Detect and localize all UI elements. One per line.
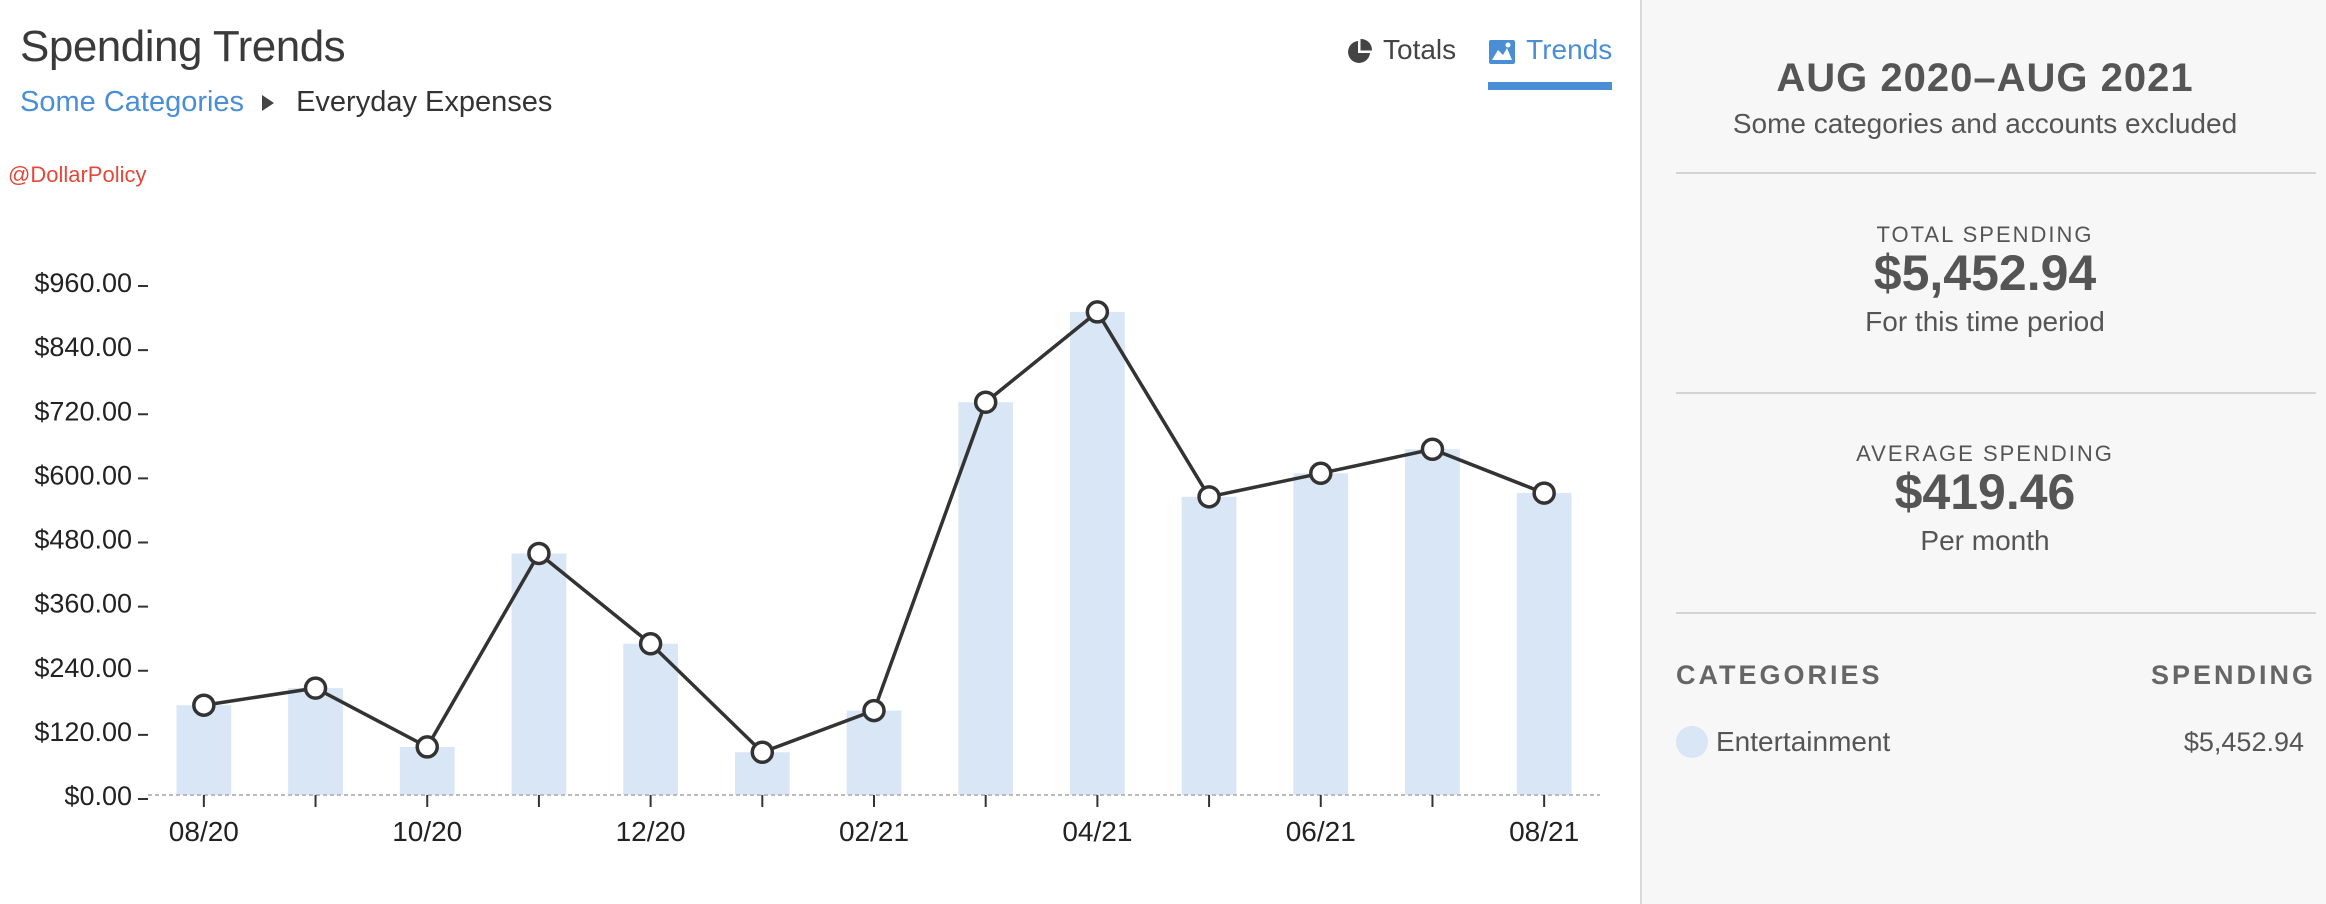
y-tick-label: $840.00 — [34, 332, 132, 362]
data-point — [192, 693, 216, 717]
data-point — [1532, 481, 1556, 505]
tab-totals-label: Totals — [1383, 34, 1457, 65]
bar — [1293, 473, 1349, 795]
data-point — [973, 390, 998, 414]
data-point — [415, 735, 439, 759]
y-tick-label: $360.00 — [34, 589, 132, 619]
divider — [1676, 612, 2316, 614]
y-tick-label: $0.00 — [64, 781, 132, 811]
bar — [1405, 449, 1460, 795]
y-tick-label: $720.00 — [34, 396, 132, 426]
bar — [958, 402, 1014, 795]
x-tick-label: 12/20 — [616, 816, 686, 847]
breadcrumb-arrow-icon — [262, 94, 275, 111]
y-tick-label: $240.00 — [34, 653, 132, 683]
bar — [1181, 496, 1237, 795]
x-tick-label: 06/21 — [1286, 816, 1356, 847]
spending-trend-chart: $0.00 $120.00 $240.00 $360.00 $480.00 $600.00… — [34, 268, 1600, 847]
total-spending-value: $5,452.94 — [1873, 245, 2097, 301]
average-spending-value: $419.46 — [1894, 464, 2076, 520]
tab-trends[interactable]: Trends — [1488, 30, 1613, 90]
tab-trends-label: Trends — [1526, 34, 1613, 65]
y-tick-label: $960.00 — [34, 268, 132, 298]
data-point — [303, 676, 328, 700]
y-tick-label: $600.00 — [34, 460, 132, 490]
bar — [288, 688, 343, 795]
summary-sidebar: AUG 2020–AUG 2021 Some categories and ac… — [1640, 0, 2326, 904]
category-row[interactable]: Entertainment $5,452.94 — [1676, 722, 2316, 762]
data-point — [638, 632, 663, 656]
x-tick-label: 08/20 — [169, 816, 239, 847]
breadcrumb: Some Categories Everyday Expenses — [20, 86, 552, 119]
pie-chart-icon — [1345, 38, 1373, 66]
bar — [1516, 493, 1572, 795]
total-spending-label: TOTAL SPENDING — [1876, 222, 2094, 247]
categories-column-header: CATEGORIES — [1676, 660, 1883, 690]
area-chart-icon — [1488, 38, 1516, 66]
average-spending-note: Per month — [1920, 525, 2050, 556]
bar — [511, 553, 567, 795]
y-axis: $0.00 $120.00 $240.00 $360.00 $480.00 $600.00… — [34, 268, 148, 811]
chart-panel: Spending Trends Some Categories Everyday… — [8, 22, 1613, 847]
x-axis: 08/20 10/20 12/20 02/21 04/21 06/21 08/21 — [148, 794, 1600, 847]
breadcrumb-current: Everyday Expenses — [296, 86, 553, 118]
spending-column-header: SPENDING — [2150, 660, 2316, 690]
x-tick-label: 10/20 — [392, 816, 462, 847]
data-point — [1197, 485, 1221, 509]
data-point — [1420, 437, 1445, 462]
average-spending-label: AVERAGE SPENDING — [1856, 441, 2114, 466]
divider — [1676, 172, 2316, 174]
data-point — [1309, 461, 1333, 486]
category-name: Entertainment — [1716, 726, 1891, 757]
data-point — [1085, 300, 1110, 324]
y-tick-label: $120.00 — [34, 717, 132, 747]
date-range-title: AUG 2020–AUG 2021 — [1776, 56, 2194, 100]
category-color-dot — [1676, 726, 1708, 758]
bar-series — [176, 311, 1572, 795]
breadcrumb-link-some-categories[interactable]: Some Categories — [20, 86, 245, 118]
data-point — [750, 740, 775, 764]
tab-totals[interactable]: Totals — [1345, 30, 1456, 90]
total-spending-note: For this time period — [1865, 306, 2105, 337]
bar — [623, 643, 678, 795]
bar — [176, 705, 232, 795]
bar — [1070, 311, 1125, 795]
page-title: Spending Trends — [20, 22, 346, 71]
x-tick-label: 04/21 — [1062, 816, 1132, 847]
watermark: @DollarPolicy — [8, 162, 147, 187]
data-point — [862, 698, 886, 723]
bar — [846, 710, 902, 795]
x-tick-label: 08/21 — [1509, 816, 1579, 847]
category-amount: $5,452.94 — [2183, 726, 2304, 757]
divider — [1676, 392, 2316, 394]
y-tick-label: $480.00 — [34, 525, 132, 555]
line-series — [192, 300, 1556, 764]
date-range-note: Some categories and accounts excluded — [1732, 108, 2238, 139]
x-tick-label: 02/21 — [839, 816, 909, 847]
view-tabs: Totals Trends — [1345, 30, 1613, 90]
data-point — [527, 541, 551, 566]
